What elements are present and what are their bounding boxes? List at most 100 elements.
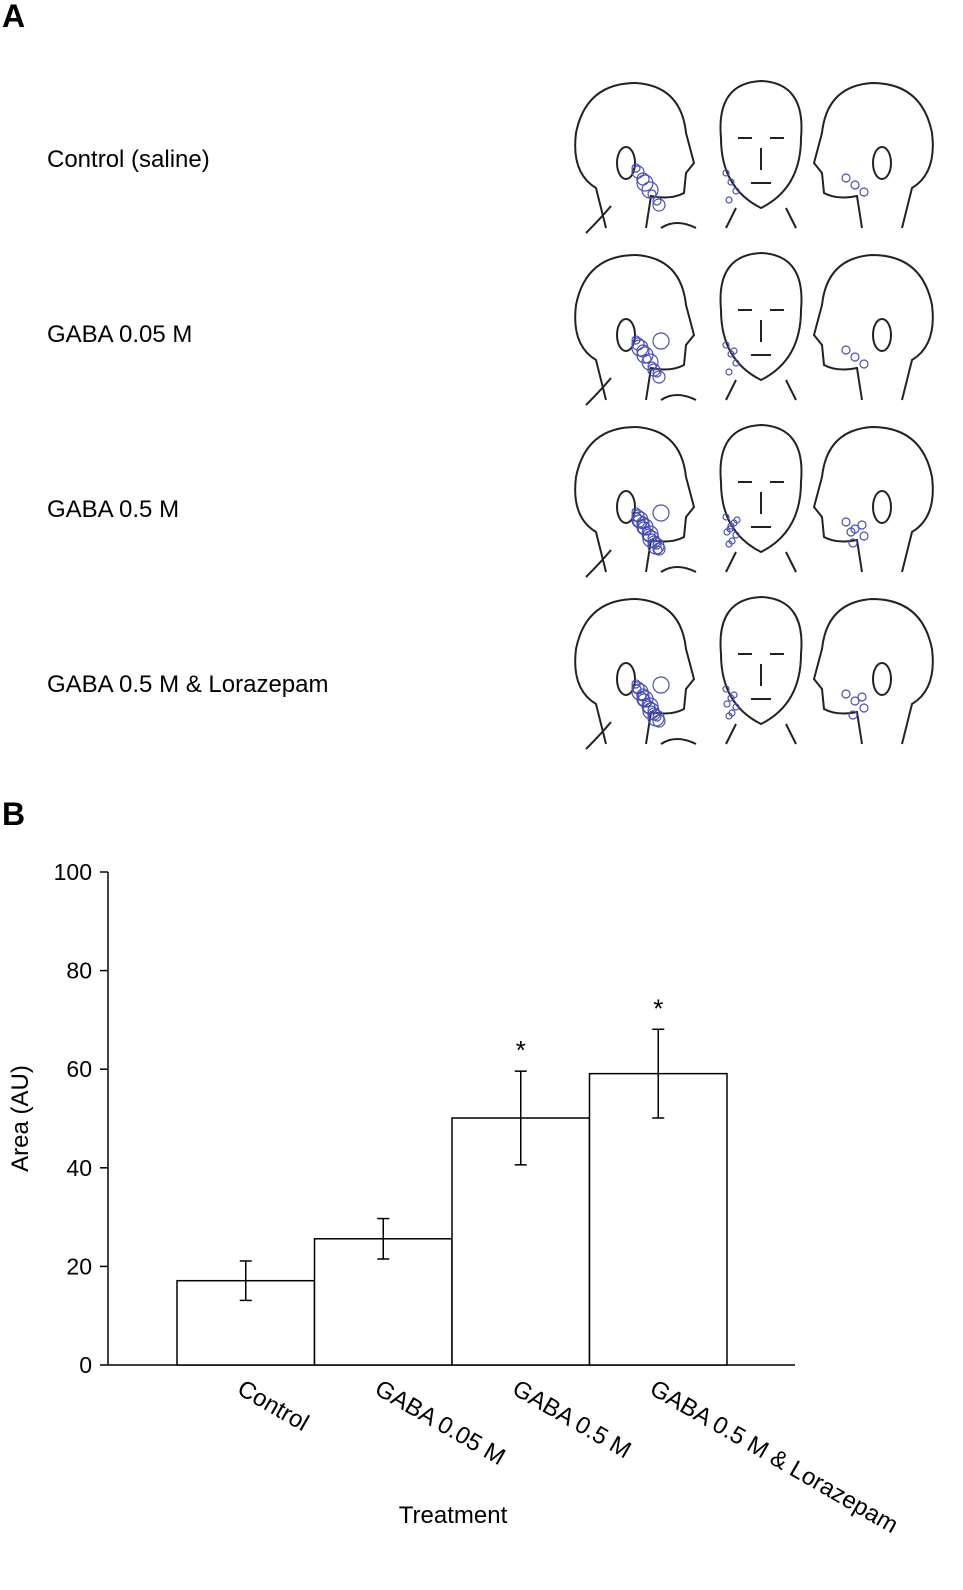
ear xyxy=(872,146,892,180)
significance-marker: * xyxy=(516,1035,526,1065)
head-profile-right xyxy=(812,81,934,229)
pain-area-mark xyxy=(730,347,738,355)
head-profile-right xyxy=(812,425,934,573)
pain-area-mark xyxy=(637,693,651,707)
pain-area-mark xyxy=(652,370,666,384)
bar-chart: 0 20 40 60 80 100 Area (AU) Control GABA 0.05 M *… xyxy=(7,859,903,1539)
row-label-control: Control (saline) xyxy=(47,146,210,173)
face-features xyxy=(725,481,797,573)
pain-area-mark xyxy=(631,163,641,173)
pain-area-mark xyxy=(859,703,869,713)
y-tick-label: 0 xyxy=(79,1352,92,1378)
pain-area-mark xyxy=(632,512,642,522)
pain-area-mark xyxy=(850,352,860,362)
neck-line xyxy=(585,205,697,234)
pain-area-mark xyxy=(722,341,730,349)
head-profile-right xyxy=(812,597,934,745)
x-tick-label: Control xyxy=(233,1375,314,1437)
bar xyxy=(313,1238,453,1366)
y-tick-label: 100 xyxy=(54,859,92,885)
pain-area-mark xyxy=(631,337,645,351)
bar xyxy=(588,1072,728,1366)
panel-b-label: B xyxy=(2,796,26,832)
pain-area-mark xyxy=(652,196,662,206)
pain-area-mark xyxy=(857,692,867,702)
pain-area-mark xyxy=(652,714,666,728)
head-profile-left xyxy=(574,253,696,401)
pain-area-mark xyxy=(730,691,738,699)
pain-area-mark xyxy=(653,545,663,555)
pain-area-mark xyxy=(859,359,869,369)
pain-area-mark xyxy=(647,361,657,371)
head-row xyxy=(574,423,934,578)
pain-area-mark xyxy=(841,173,851,183)
pain-area-mark xyxy=(725,196,733,204)
x-tick-label: GABA 0.05 M xyxy=(370,1375,509,1471)
head-profile-left xyxy=(574,81,696,229)
pain-area-mark xyxy=(727,178,735,186)
pain-area-mark xyxy=(728,709,736,717)
ear xyxy=(872,490,892,524)
row-label-gaba-05: GABA 0.5 M xyxy=(47,496,180,523)
pain-area-mark xyxy=(850,696,860,706)
row-label-gaba-005: GABA 0.05 M xyxy=(47,321,193,348)
pain-area-mark xyxy=(652,540,662,550)
pain-area-mark xyxy=(725,368,733,376)
pain-area-mark xyxy=(848,710,858,720)
pain-area-mark xyxy=(652,676,670,694)
face-features xyxy=(725,653,797,745)
y-tick-label: 60 xyxy=(66,1056,92,1082)
pain-area-mark xyxy=(652,368,662,378)
pain-area-mark xyxy=(632,514,646,528)
head-front xyxy=(719,423,803,554)
pain-area-mark xyxy=(631,339,649,357)
pain-area-mark xyxy=(728,537,736,545)
x-axis-label: Treatment xyxy=(399,1502,508,1529)
face-features xyxy=(725,137,797,229)
pain-area-mark xyxy=(652,504,670,522)
pain-area-mark xyxy=(859,187,869,197)
y-tick-label: 20 xyxy=(66,1253,92,1279)
head-profile-left xyxy=(574,597,696,745)
head-front xyxy=(719,595,803,726)
pain-area-mark xyxy=(841,517,851,527)
pain-area-mark xyxy=(642,354,652,364)
pain-area-mark xyxy=(859,531,869,541)
pain-area-mark xyxy=(632,684,642,694)
ear xyxy=(872,662,892,696)
pain-area-mark xyxy=(722,169,730,177)
head-row xyxy=(574,79,934,234)
neck-line xyxy=(585,721,697,750)
pain-area-mark xyxy=(850,180,860,190)
head-profile-right xyxy=(812,253,934,401)
pain-area-mark xyxy=(647,707,661,721)
head-front xyxy=(719,251,803,382)
row-label-gaba-lorazepam: GABA 0.5 M & Lorazepam xyxy=(47,671,329,698)
neck-line xyxy=(585,377,697,406)
y-tick-label: 40 xyxy=(66,1155,92,1181)
pain-area-mark xyxy=(652,332,670,350)
pain-area-mark xyxy=(631,165,645,179)
pain-area-mark xyxy=(857,520,867,530)
face-features xyxy=(725,309,797,401)
panel-a-label: A xyxy=(2,0,26,34)
ear xyxy=(872,318,892,352)
pain-area-mark xyxy=(642,702,660,720)
head-drawings xyxy=(574,79,934,750)
pain-area-mark xyxy=(647,189,657,199)
head-row xyxy=(574,251,934,406)
pain-area-mark xyxy=(841,689,851,699)
pain-area-mark xyxy=(652,198,666,212)
pain-area-mark xyxy=(642,700,656,714)
head-row xyxy=(574,595,934,750)
pain-area-mark xyxy=(642,528,656,542)
pain-area-mark xyxy=(841,345,851,355)
ear xyxy=(616,146,636,180)
pain-area-mark xyxy=(733,516,741,524)
x-tick-label: GABA 0.5 M xyxy=(508,1375,636,1464)
ear xyxy=(616,318,636,352)
neck-line xyxy=(585,549,697,578)
y-axis-label: Area (AU) xyxy=(7,1065,34,1172)
pain-area-mark xyxy=(732,187,740,195)
pain-area-mark xyxy=(647,363,661,377)
